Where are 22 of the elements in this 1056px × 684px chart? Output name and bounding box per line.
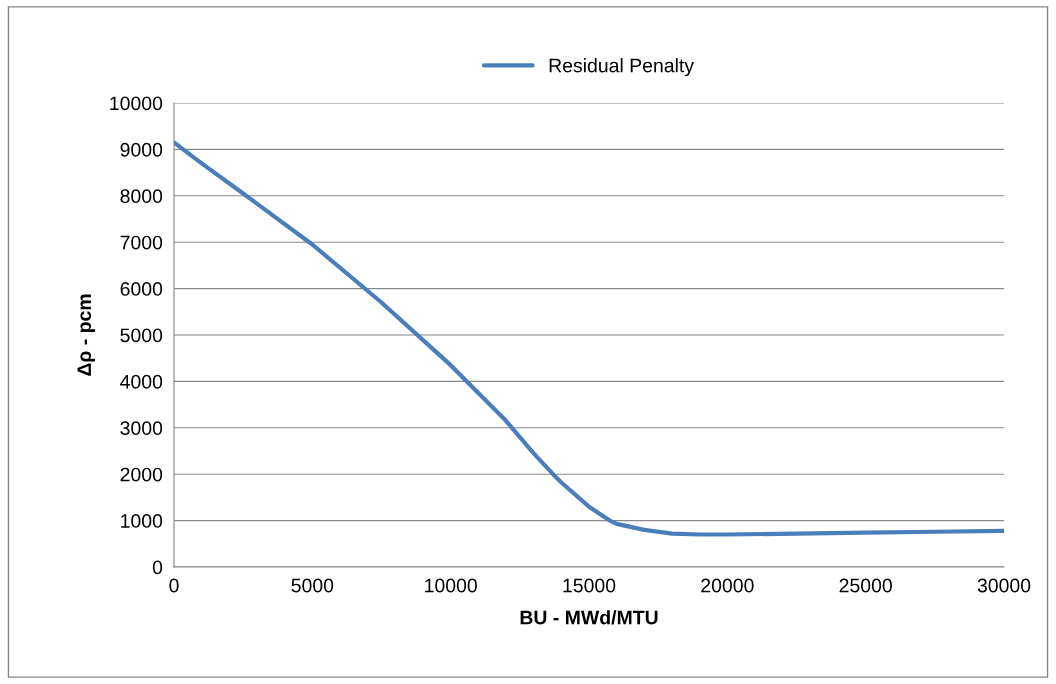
y-tick-label: 4000 [120,374,163,389]
x-tick-label: 5000 [291,578,334,593]
line-series [174,140,1004,537]
x-axis-title: BU - MWd/MTU [520,610,658,625]
y-tick-label: 5000 [120,328,163,343]
y-tick-label: 9000 [120,142,163,157]
y-tick-label: 10000 [110,96,163,111]
legend-label: Residual Penalty [549,58,695,77]
x-tick-label: 0 [169,578,179,593]
y-tick-label: 1000 [121,514,163,528]
y-tick-label: 0 [152,560,163,575]
y-tick-label: 2000 [120,467,163,482]
x-tick-label: 15000 [563,578,616,593]
y-tick-label: 8000 [120,189,163,204]
y-tick-label: 6000 [120,282,163,296]
x-tick-label: 20000 [701,578,754,593]
x-tick-label: 10000 [425,578,477,593]
y-tick-label: 3000 [120,421,163,436]
y-axis-title: Δρ - pcm [77,294,95,376]
x-tick-label: 25000 [839,578,892,593]
y-tick-label: 7000 [120,235,163,250]
x-tick-label: 30000 [977,578,1031,593]
